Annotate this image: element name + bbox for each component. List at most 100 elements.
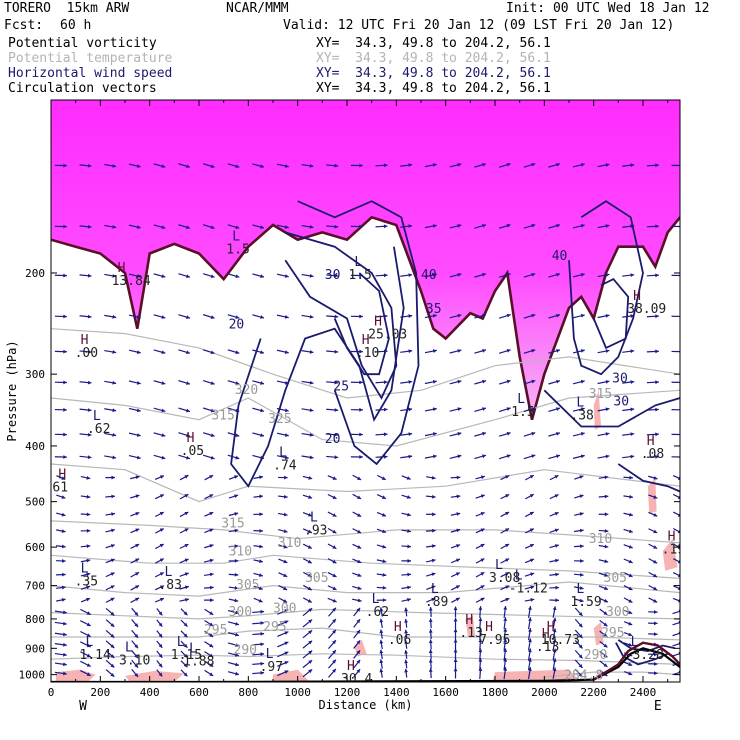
- vector-head: [453, 628, 458, 633]
- vector-head: [382, 544, 387, 549]
- circulation-vector: [574, 572, 584, 577]
- vector-head: [552, 628, 557, 633]
- vector-head: [159, 528, 164, 532]
- circulation-vector: [302, 607, 313, 617]
- vector-head: [259, 559, 263, 564]
- vector-head: [359, 314, 363, 319]
- circulation-vector: [105, 544, 115, 549]
- circulation-vector: [451, 597, 461, 603]
- vector-head: [628, 642, 633, 647]
- circulation-vector: [404, 640, 409, 649]
- circulation-vector: [623, 671, 633, 676]
- vector-head: [679, 317, 680, 319]
- extrema-letter: L: [93, 409, 101, 424]
- y-tick-label: 600: [25, 541, 45, 554]
- circulation-vector: [597, 224, 610, 229]
- vector-head: [110, 597, 115, 602]
- circulation-vector: [105, 585, 115, 591]
- circulation-vector: [672, 597, 680, 603]
- circulation-vector: [276, 224, 289, 229]
- circulation-vector: [105, 572, 115, 578]
- circulation-vector: [131, 650, 139, 659]
- circulation-vector: [527, 657, 532, 670]
- vector-head: [679, 166, 680, 168]
- vector-head: [332, 476, 337, 480]
- circulation-vector: [276, 380, 289, 385]
- circulation-vector: [549, 544, 559, 549]
- vector-head: [359, 455, 363, 459]
- circulation-vector: [202, 273, 215, 279]
- circulation-vector: [227, 163, 240, 169]
- vector-head: [332, 495, 337, 499]
- circulation-vector: [500, 493, 510, 500]
- vector-head: [284, 225, 289, 229]
- circulation-vector: [353, 659, 361, 669]
- vector-head: [432, 512, 436, 517]
- vector-head: [408, 314, 413, 318]
- circulation-vector: [228, 558, 239, 563]
- vector-shaft: [672, 652, 680, 657]
- vector-head: [86, 663, 91, 667]
- legend-xy: XY= 34.3, 49.8 to 204.2, 56.1: [316, 66, 551, 81]
- circulation-vector: [204, 669, 214, 677]
- vector-head: [63, 671, 67, 676]
- vector-head: [234, 544, 239, 549]
- vector-head: [308, 650, 313, 655]
- vector-head: [604, 586, 609, 590]
- circulation-vector: [648, 584, 658, 591]
- circulation-vector: [350, 407, 363, 412]
- circulation-vector: [548, 349, 561, 354]
- vector-head: [186, 408, 190, 413]
- circulation-vector: [278, 544, 288, 549]
- circulation-vector: [424, 432, 437, 437]
- circulation-vector: [204, 598, 214, 603]
- vector-head: [136, 164, 141, 168]
- extrema-value: 1.14: [80, 648, 111, 663]
- vector-head: [603, 643, 608, 648]
- extrema-value: .74: [273, 459, 297, 474]
- circulation-vector: [475, 543, 485, 550]
- extrema-letter: L: [576, 396, 584, 411]
- x-tick-label: 200: [90, 686, 110, 699]
- circulation-vector: [204, 511, 214, 517]
- circulation-vector: [54, 632, 67, 637]
- vector-head: [309, 455, 314, 460]
- plot-frame: [50, 99, 681, 683]
- vector-head: [134, 663, 139, 668]
- circulation-vector: [204, 608, 214, 616]
- circulation-vector: [375, 454, 388, 459]
- vector-head: [455, 585, 460, 589]
- circulation-vector: [426, 585, 436, 590]
- wind-speed-contour: [617, 463, 680, 493]
- vector-head: [356, 619, 361, 624]
- theta-contour: [51, 520, 680, 544]
- extrema-value: 1.5: [226, 243, 249, 258]
- vector-head: [63, 621, 67, 626]
- y-tick-label: 800: [25, 613, 45, 626]
- vector-head: [334, 455, 339, 460]
- vector-head: [579, 572, 584, 577]
- vector-head: [604, 512, 609, 517]
- vector-head: [234, 558, 239, 563]
- vector-head: [528, 617, 532, 622]
- extrema-value: .05: [181, 444, 204, 459]
- theta-label: 300: [229, 605, 252, 620]
- vector-head: [260, 661, 265, 666]
- vector-head: [260, 315, 264, 319]
- circulation-vector: [277, 670, 289, 677]
- vector-head: [653, 610, 658, 614]
- vector-head: [383, 432, 388, 437]
- vector-head: [482, 431, 486, 436]
- vector-head: [480, 544, 485, 548]
- circulation-vector: [80, 494, 91, 499]
- circulation-vector: [475, 558, 485, 564]
- vector-head: [457, 432, 462, 436]
- wind-speed-label: 30: [613, 394, 629, 409]
- vector-head: [505, 528, 510, 532]
- theta-label: 284.8: [564, 669, 603, 684]
- vector-head: [428, 668, 433, 672]
- circulation-vector: [54, 671, 67, 676]
- vector-head: [111, 494, 115, 499]
- legend-xy: XY= 34.3, 49.8 to 204.2, 56.1: [316, 51, 551, 66]
- circulation-vector: [353, 629, 361, 639]
